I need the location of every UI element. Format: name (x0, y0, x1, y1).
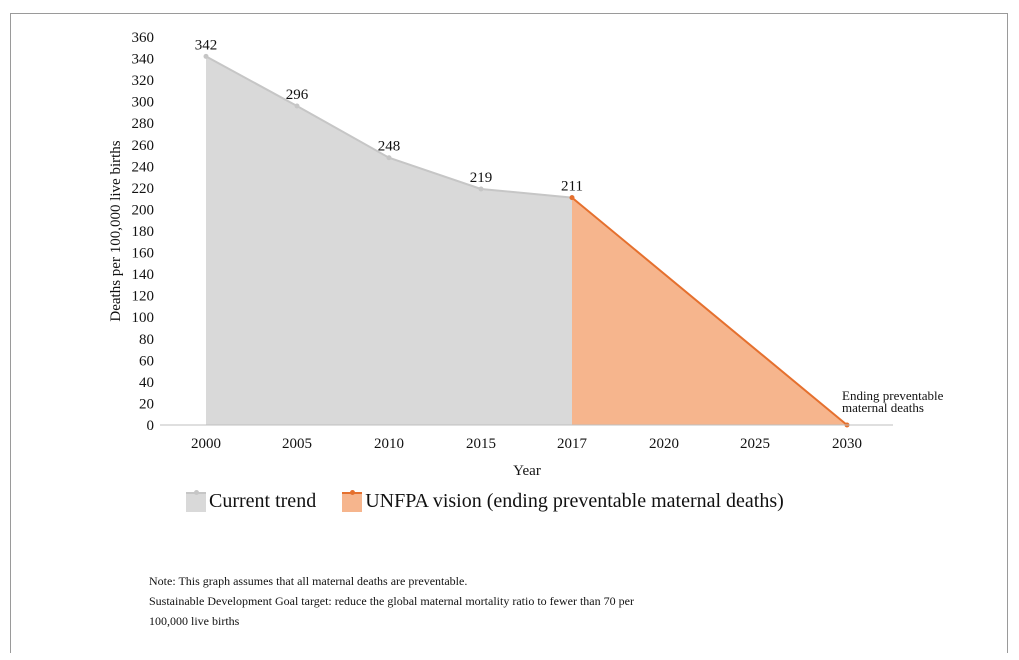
x-axis-label: Year (513, 463, 541, 479)
data-point-0-2 (387, 155, 392, 160)
legend-label-current-trend: Current trend (209, 490, 316, 513)
data-label-248: 248 (378, 139, 401, 155)
note-line-2: Sustainable Development Goal target: red… (149, 591, 634, 611)
y-tick-140: 140 (132, 267, 155, 283)
series-area-0 (206, 56, 572, 425)
data-label-219: 219 (470, 170, 493, 186)
y-tick-360: 360 (132, 30, 155, 46)
annotation-line-2: maternal deaths (842, 400, 924, 415)
x-tick-2020: 2020 (649, 436, 679, 452)
legend-swatch-current-trend (186, 492, 206, 512)
x-tick-2025: 2025 (740, 436, 770, 452)
x-tick-2010: 2010 (374, 436, 404, 452)
y-tick-180: 180 (132, 224, 155, 240)
y-tick-0: 0 (147, 418, 155, 434)
x-tick-2017: 2017 (557, 436, 588, 452)
legend-item-current-trend[interactable]: Current trend (186, 490, 316, 513)
data-label-211: 211 (561, 179, 583, 195)
chart-notes: Note: This graph assumes that all matern… (149, 571, 634, 631)
data-point-0-0 (204, 54, 209, 59)
y-tick-240: 240 (132, 159, 155, 175)
x-tick-2015: 2015 (466, 436, 496, 452)
note-line-1: Note: This graph assumes that all matern… (149, 571, 634, 591)
y-axis-label: Deaths per 100,000 live births (108, 140, 124, 321)
data-point-0-1 (295, 103, 300, 108)
note-line-3: 100,000 live births (149, 611, 634, 631)
legend-item-unfpa-vision[interactable]: UNFPA vision (ending preventable materna… (342, 490, 784, 513)
data-label-296: 296 (286, 87, 309, 103)
y-tick-80: 80 (139, 332, 154, 348)
y-tick-60: 60 (139, 353, 154, 369)
y-tick-300: 300 (132, 95, 155, 111)
y-tick-20: 20 (139, 396, 154, 412)
y-tick-280: 280 (132, 116, 155, 132)
legend-label-unfpa-vision: UNFPA vision (ending preventable materna… (365, 490, 784, 513)
y-tick-100: 100 (132, 310, 155, 326)
data-point-1-0 (570, 195, 575, 200)
data-point-0-3 (479, 186, 484, 191)
y-tick-200: 200 (132, 202, 155, 218)
y-tick-160: 160 (132, 246, 155, 262)
x-tick-2030: 2030 (832, 436, 862, 452)
x-tick-2005: 2005 (282, 436, 312, 452)
y-tick-40: 40 (139, 375, 154, 391)
data-label-342: 342 (195, 37, 218, 53)
y-tick-320: 320 (132, 73, 155, 89)
y-tick-220: 220 (132, 181, 155, 197)
legend-swatch-unfpa-vision (342, 492, 362, 512)
y-tick-120: 120 (132, 289, 155, 305)
y-tick-340: 340 (132, 52, 155, 68)
x-tick-2000: 2000 (191, 436, 221, 452)
chart-legend: Current trend UNFPA vision (ending preve… (186, 490, 810, 513)
y-tick-260: 260 (132, 138, 155, 154)
